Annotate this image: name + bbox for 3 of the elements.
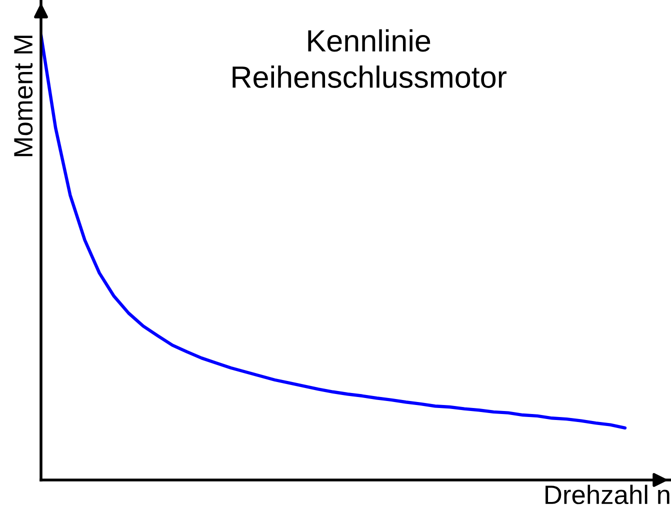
y-axis-title: Moment M (14, 36, 33, 156)
x-axis-title: Drehzahl n (546, 484, 670, 504)
chart-title: Kennlinie Reihenschlussmotor (232, 29, 507, 88)
